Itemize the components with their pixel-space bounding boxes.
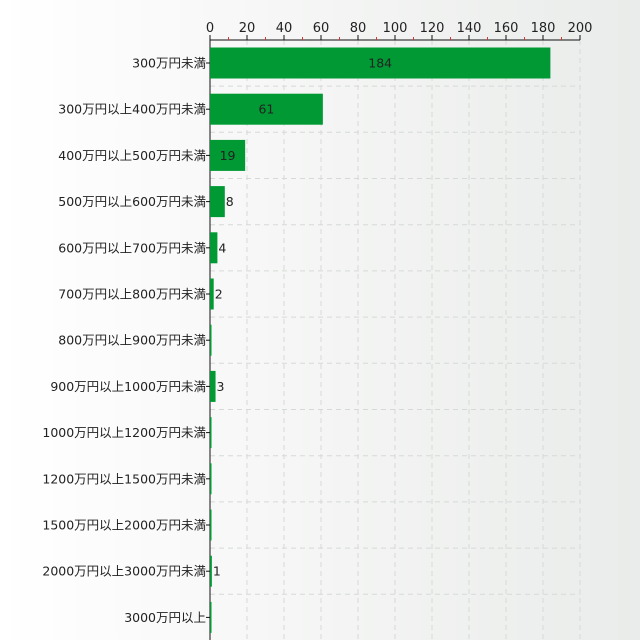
- category-label: 3000万円以上: [124, 610, 206, 625]
- x-tick-label: 40: [276, 21, 293, 36]
- category-label: 800万円以上900万円未満: [58, 333, 206, 348]
- bar: [210, 417, 212, 449]
- category-label: 600万円以上700万円未満: [58, 240, 206, 255]
- category-label: 1200万円以上1500万円未満: [42, 471, 206, 486]
- bar: [210, 370, 216, 402]
- bar: [210, 232, 218, 264]
- bar-value-label: 2: [215, 287, 223, 302]
- category-label: 300万円以上400万円未満: [58, 102, 206, 117]
- category-label: 1500万円以上2000万円未満: [42, 518, 206, 533]
- bar: [210, 555, 212, 587]
- bar: [210, 186, 225, 218]
- category-label: 900万円以上1000万円未満: [50, 379, 206, 394]
- x-tick-label: 100: [383, 21, 408, 36]
- bar-value-label: 1: [213, 564, 221, 579]
- bar-value-label: 4: [218, 240, 226, 255]
- x-tick-label: 20: [239, 21, 256, 36]
- x-tick-label: 0: [206, 21, 214, 36]
- bar-value-label: 184: [368, 56, 392, 71]
- bar-value-label: 3: [217, 379, 225, 394]
- bar-value-label: 19: [220, 148, 236, 163]
- bar-value-label: 8: [226, 194, 234, 209]
- x-tick-label: 200: [568, 21, 593, 36]
- bar: [210, 324, 212, 356]
- category-label: 500万円以上600万円未満: [58, 194, 206, 209]
- bar: [210, 47, 551, 79]
- x-tick-label: 80: [350, 21, 367, 36]
- category-label: 400万円以上500万円未満: [58, 148, 206, 163]
- bar: [210, 139, 246, 171]
- bar: [210, 463, 212, 495]
- x-tick-label: 60: [313, 21, 330, 36]
- category-label: 2000万円以上3000万円未満: [42, 564, 206, 579]
- bar: [210, 509, 212, 541]
- x-tick-label: 120: [420, 21, 445, 36]
- bar: [210, 601, 212, 633]
- bar: [210, 93, 323, 125]
- bar-value-label: 61: [258, 102, 274, 117]
- bar: [210, 278, 214, 310]
- category-label: 1000万円以上1200万円未満: [42, 425, 206, 440]
- category-label: 700万円以上800万円未満: [58, 287, 206, 302]
- x-tick-label: 160: [494, 21, 519, 36]
- x-tick-label: 180: [531, 21, 556, 36]
- category-label: 300万円未満: [132, 56, 206, 71]
- x-tick-label: 140: [457, 21, 482, 36]
